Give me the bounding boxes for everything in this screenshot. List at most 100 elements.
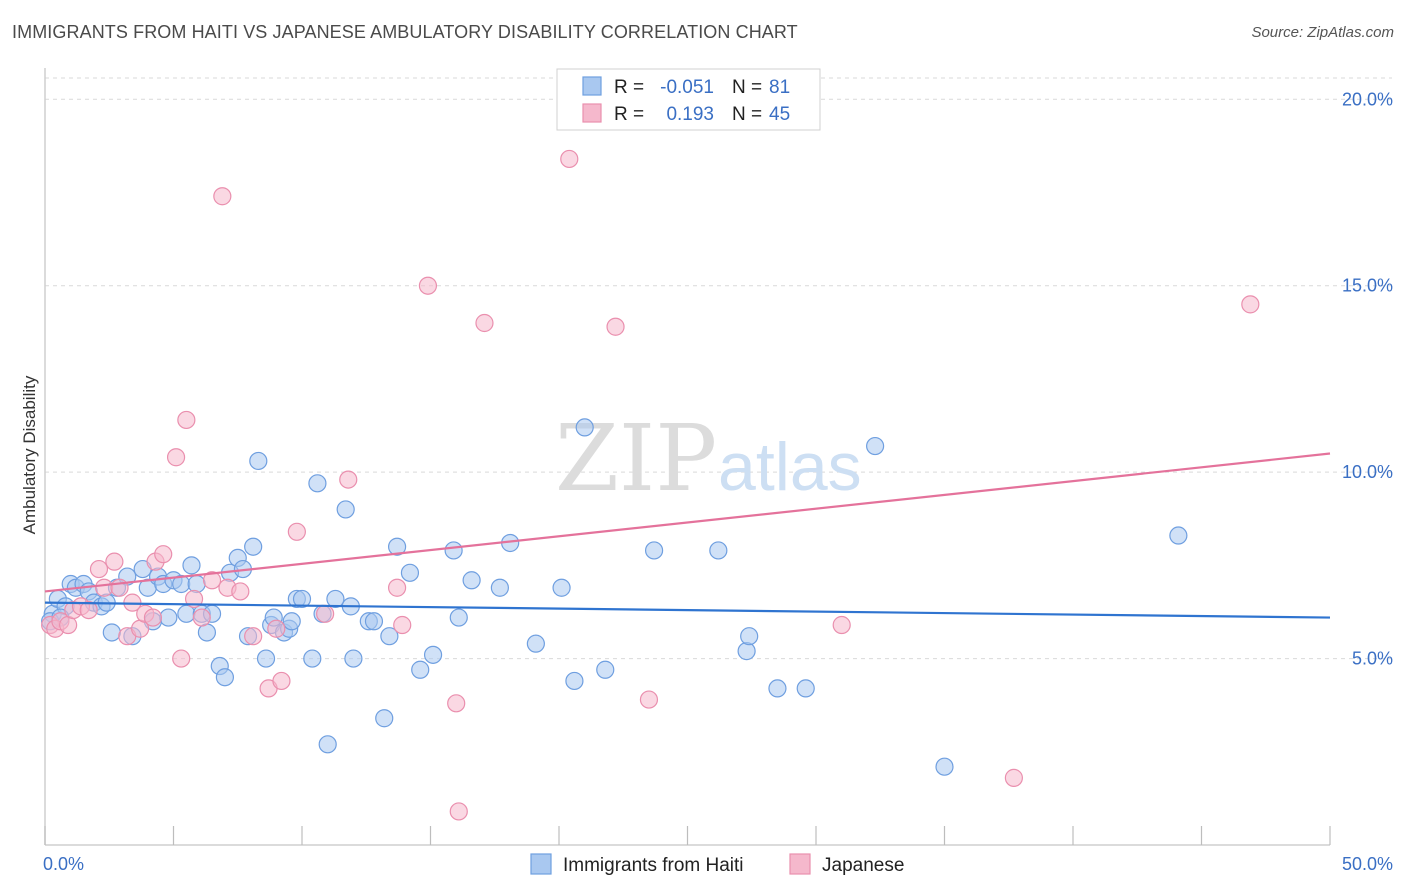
japanese-point: [393, 615, 412, 635]
japanese-point: [95, 578, 114, 597]
haiti-point: [796, 679, 815, 698]
haiti-point: [552, 578, 571, 597]
japanese-point: [447, 694, 466, 713]
legend-swatch-japanese: [582, 103, 602, 123]
japanese-point: [639, 690, 659, 709]
legend-r-label: R =: [614, 104, 644, 125]
haiti-point: [565, 671, 584, 691]
chart-title: IMMIGRANTS FROM HAITI VS JAPANESE AMBULA…: [12, 22, 798, 42]
source-note: Source: ZipAtlas.com: [1251, 24, 1394, 41]
haiti-point: [344, 649, 363, 668]
y-tick-label: 10.0%: [1342, 462, 1393, 482]
bottom-legend-swatch-haiti: [530, 853, 552, 875]
japanese-point: [184, 589, 204, 609]
haiti-point: [737, 642, 756, 661]
haiti-point: [768, 679, 787, 698]
haiti-point: [935, 757, 954, 776]
haiti-point: [740, 627, 759, 646]
legend-r-value: -0.051: [660, 77, 714, 98]
haiti-point: [444, 541, 463, 560]
haiti-point: [256, 649, 276, 668]
haiti-point: [575, 418, 594, 437]
haiti-point: [292, 589, 312, 609]
bottom-legend-label-japanese: Japanese: [822, 855, 904, 876]
haiti-point: [375, 709, 394, 728]
bottom-legend-swatch-japanese: [789, 853, 811, 875]
japanese-point: [267, 619, 286, 638]
japanese-point: [79, 600, 98, 620]
haiti-point: [303, 649, 322, 668]
japanese-point: [177, 410, 196, 430]
japanese-point: [105, 552, 124, 571]
y-tick-label: 15.0%: [1342, 276, 1393, 296]
legend-swatch-haiti: [582, 76, 602, 96]
japanese-point: [244, 627, 263, 646]
japanese-point: [202, 571, 222, 590]
japanese-point: [213, 187, 232, 206]
haiti-point: [411, 660, 430, 679]
haiti-point: [244, 537, 263, 556]
haiti-point: [249, 451, 268, 471]
watermark-atlas: atlas: [718, 429, 862, 505]
haiti-point: [318, 735, 337, 754]
haiti-point: [102, 623, 121, 642]
japanese-point: [287, 522, 306, 541]
legend-r-value: 0.193: [666, 104, 714, 125]
haiti-point: [709, 541, 728, 560]
japanese-point: [606, 317, 625, 336]
japanese-point: [387, 578, 407, 597]
japanese-point: [272, 671, 291, 691]
japanese-point: [560, 149, 579, 169]
legend-n-label: N =: [732, 104, 762, 125]
haiti-point: [380, 627, 399, 646]
x-tick-label-max: 50.0%: [1342, 854, 1393, 874]
haiti-trendline: [44, 601, 1331, 619]
legend-n-value: 81: [769, 77, 790, 98]
japanese-point: [449, 802, 468, 821]
japanese-point: [418, 276, 438, 295]
japanese-point: [166, 448, 186, 467]
japanese-point: [89, 559, 109, 579]
japanese-point: [1004, 768, 1023, 787]
japanese-point: [172, 649, 191, 668]
haiti-point: [308, 474, 327, 493]
legend-n-value: 45: [769, 104, 790, 125]
haiti-point: [866, 436, 885, 456]
haiti-point: [282, 612, 301, 631]
haiti-point: [387, 537, 407, 556]
y-axis-label: Ambulatory Disability: [20, 375, 39, 534]
y-tick-label: 5.0%: [1352, 649, 1393, 669]
haiti-point: [449, 608, 468, 627]
haiti-point: [336, 500, 355, 519]
x-tick-label-min: 0.0%: [43, 854, 84, 874]
legend-n-label: N =: [732, 77, 762, 98]
japanese-point: [231, 582, 250, 601]
haiti-point: [1169, 526, 1188, 545]
legend-r-label: R =: [614, 77, 644, 98]
y-tick-label: 20.0%: [1342, 89, 1393, 109]
japanese-trendline: [44, 452, 1331, 593]
japanese-point: [192, 608, 211, 627]
haiti-point: [644, 541, 664, 560]
japanese-point: [154, 545, 173, 564]
japanese-point: [475, 313, 494, 333]
bottom-legend-label-haiti: Immigrants from Haiti: [563, 855, 744, 876]
haiti-point: [182, 556, 201, 575]
haiti-point: [596, 660, 615, 679]
japanese-point: [143, 608, 163, 627]
haiti-point: [526, 634, 545, 653]
haiti-point: [177, 604, 196, 623]
haiti-point: [187, 574, 206, 594]
haiti-point: [215, 668, 234, 687]
haiti-point: [364, 612, 384, 631]
haiti-point: [423, 645, 443, 664]
japanese-point: [1241, 295, 1260, 314]
haiti-point: [490, 578, 509, 597]
japanese-point: [832, 615, 851, 635]
haiti-point: [462, 571, 481, 590]
haiti-point: [159, 608, 178, 627]
haiti-point: [326, 589, 345, 609]
japanese-point: [339, 470, 358, 489]
japanese-point: [316, 604, 335, 623]
